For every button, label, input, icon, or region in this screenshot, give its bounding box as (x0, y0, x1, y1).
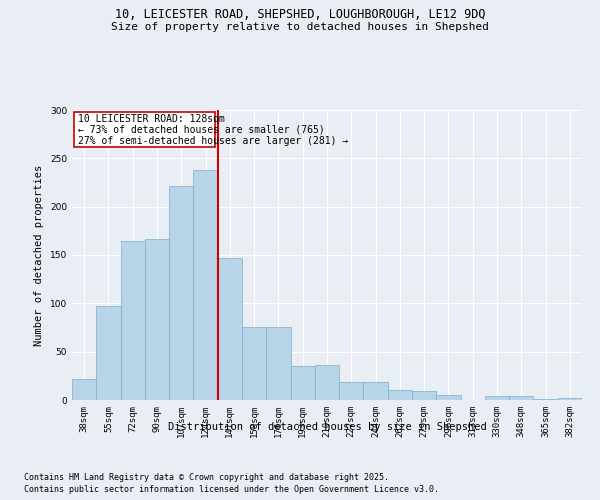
Y-axis label: Number of detached properties: Number of detached properties (34, 164, 44, 346)
Text: Distribution of detached houses by size in Shepshed: Distribution of detached houses by size … (167, 422, 487, 432)
Text: Contains HM Land Registry data © Crown copyright and database right 2025.: Contains HM Land Registry data © Crown c… (24, 472, 389, 482)
Bar (364, 382, 388, 400)
Text: 27% of semi-detached houses are larger (281) →: 27% of semi-detached houses are larger (… (78, 136, 349, 146)
Text: 10 LEICESTER ROAD: 128sqm: 10 LEICESTER ROAD: 128sqm (78, 114, 225, 124)
Bar (533, 399, 558, 400)
FancyBboxPatch shape (74, 112, 215, 146)
Text: ← 73% of detached houses are smaller (765): ← 73% of detached houses are smaller (76… (78, 125, 325, 135)
Text: 10, LEICESTER ROAD, SHEPSHED, LOUGHBOROUGH, LE12 9DQ: 10, LEICESTER ROAD, SHEPSHED, LOUGHBOROU… (115, 8, 485, 20)
Text: Size of property relative to detached houses in Shepshed: Size of property relative to detached ho… (111, 22, 489, 32)
Bar (485, 396, 509, 400)
Bar (169, 186, 193, 400)
Bar (193, 170, 218, 400)
Bar (72, 378, 96, 400)
Bar (412, 392, 436, 400)
Bar (388, 390, 412, 400)
Bar (242, 326, 266, 400)
Bar (558, 398, 582, 400)
Bar (509, 396, 533, 400)
Bar (315, 365, 339, 400)
Bar (266, 326, 290, 400)
Bar (339, 382, 364, 400)
Bar (290, 366, 315, 400)
Bar (121, 240, 145, 400)
Text: Contains public sector information licensed under the Open Government Licence v3: Contains public sector information licen… (24, 485, 439, 494)
Bar (436, 395, 461, 400)
Bar (218, 258, 242, 400)
Bar (145, 238, 169, 400)
Bar (96, 306, 121, 400)
